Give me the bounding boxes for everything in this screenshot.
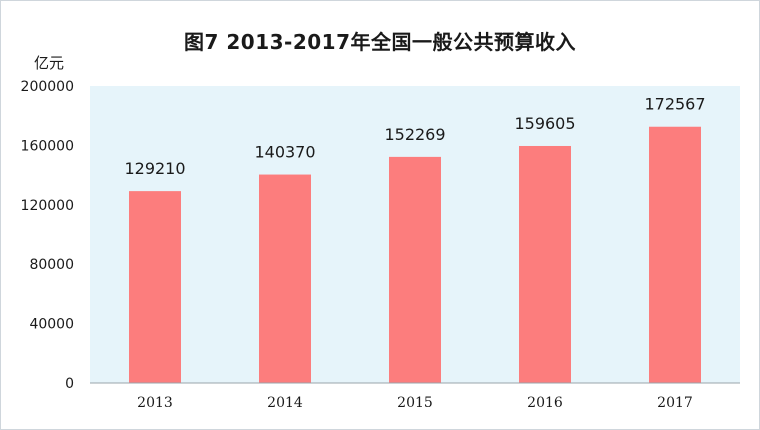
y-axis-ticks: 0 40000 80000 120000 160000 200000	[21, 79, 74, 392]
x-tick-label: 2015	[397, 395, 433, 411]
x-tick-label: 2016	[527, 395, 563, 411]
x-tick-label: 2017	[657, 395, 693, 411]
x-tick-label: 2014	[267, 395, 303, 411]
data-labels: 129210 140370 152269 159605 172567	[124, 95, 705, 178]
y-tick-label: 0	[65, 376, 74, 392]
y-tick-label: 80000	[29, 257, 74, 273]
y-tick-label: 160000	[21, 138, 74, 154]
bar-2017	[649, 126, 701, 383]
bar-2016	[519, 145, 571, 383]
data-label-2013: 129210	[124, 159, 185, 178]
bars	[129, 126, 701, 383]
y-tick-label: 120000	[21, 198, 74, 214]
bar-2015	[389, 156, 441, 383]
y-tick-label: 40000	[29, 317, 74, 333]
data-label-2014: 140370	[254, 143, 315, 162]
x-axis-ticks: 2013 2014 2015 2016 2017	[137, 395, 693, 411]
data-label-2015: 152269	[384, 125, 445, 144]
chart-title: 图7 2013-2017年全国一般公共预算收入	[183, 30, 576, 54]
y-axis-unit: 亿元	[34, 54, 65, 72]
y-tick-label: 200000	[21, 79, 74, 95]
data-label-2016: 159605	[514, 114, 575, 133]
data-label-2017: 172567	[644, 95, 705, 114]
bar-2013	[129, 191, 181, 383]
bar-2014	[259, 174, 311, 383]
x-tick-label: 2013	[137, 395, 173, 411]
